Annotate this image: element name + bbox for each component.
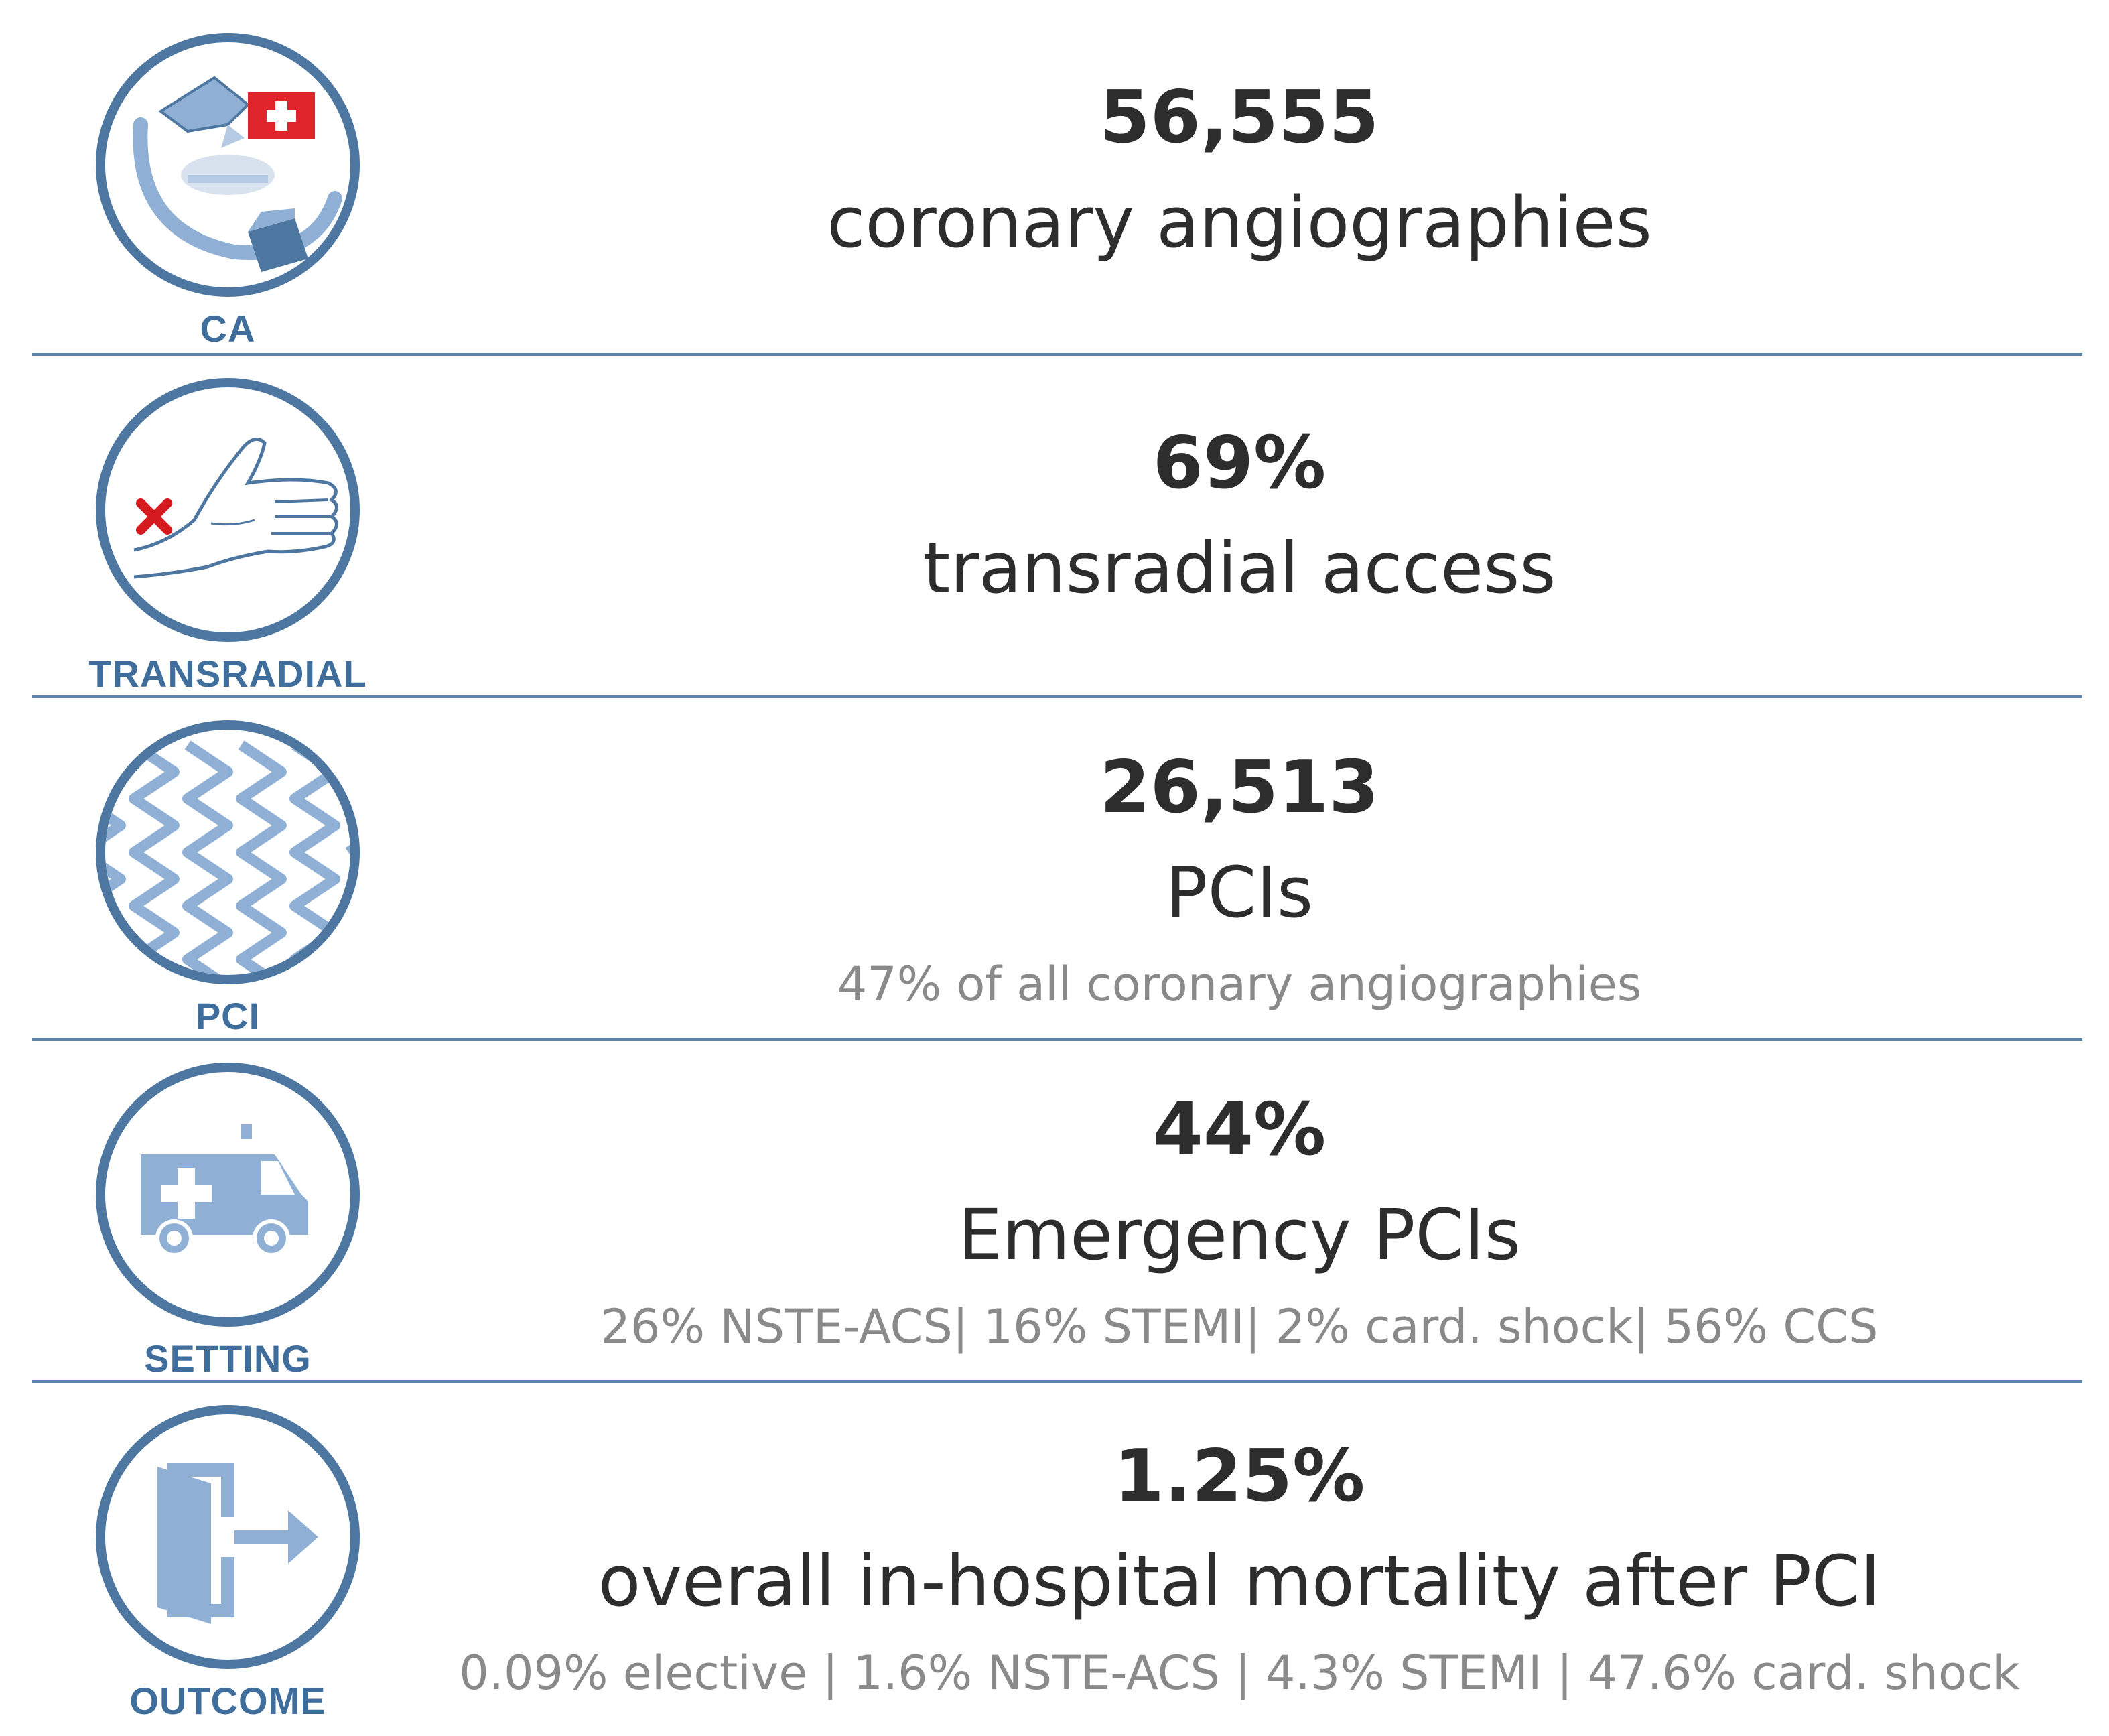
stat-value: 1.25% <box>1113 1434 1365 1518</box>
stat-value: 56,555 <box>1099 76 1379 159</box>
row-divider <box>32 353 2082 356</box>
icon-label-pci: PCI <box>195 995 261 1037</box>
icon-label-setting: SETTING <box>144 1337 312 1380</box>
row-divider <box>32 1380 2082 1383</box>
stat-row-outcome: OUTCOME 1.25% overall in-hospital mortal… <box>0 1383 2109 1736</box>
stat-text-pci: 26,513 PCIs 47% of all coronary angiogra… <box>415 752 2063 1008</box>
icon-label-outcome: OUTCOME <box>129 1680 326 1722</box>
exit-door-icon <box>94 1403 362 1671</box>
icon-label-transradial: TRANSRADIAL <box>88 653 367 695</box>
stat-text-outcome: 1.25% overall in-hospital mortality afte… <box>415 1434 2063 1700</box>
stat-row-transradial: TRANSRADIAL 69% transradial access <box>0 356 2109 697</box>
stat-row-pci: PCI 26,513 PCIs 47% of all coronary angi… <box>0 698 2109 1040</box>
wrist-access-icon <box>94 376 362 644</box>
stat-description: overall in-hospital mortality after PCI <box>598 1540 1881 1622</box>
stat-detail: 47% of all coronary angiographies <box>837 957 1642 1012</box>
stat-row-setting: SETTING 44% Emergency PCIs 26% NSTE-ACS|… <box>0 1041 2109 1382</box>
stat-text-transradial: 69% transradial access <box>415 421 2063 609</box>
row-divider <box>32 695 2082 698</box>
stat-row-ca: CA 56,555 coronary angiographies <box>0 0 2109 355</box>
stat-description: Emergency PCIs <box>958 1194 1521 1276</box>
ambulance-icon <box>94 1061 362 1329</box>
stat-detail: 0.09% elective | 1.6% NSTE-ACS | 4.3% ST… <box>459 1646 2020 1700</box>
stat-text-ca: 56,555 coronary angiographies <box>415 76 2063 263</box>
stat-description: transradial access <box>923 527 1556 609</box>
stat-value: 26,513 <box>1099 746 1379 829</box>
stat-value: 44% <box>1152 1088 1326 1172</box>
catheterization-lab-icon <box>94 31 362 299</box>
icon-label-ca: CA <box>200 308 256 350</box>
stent-icon <box>94 718 362 986</box>
stat-text-setting: 44% Emergency PCIs 26% NSTE-ACS| 16% STE… <box>415 1088 2063 1354</box>
stat-detail: 26% NSTE-ACS| 16% STEMI| 2% card. shock|… <box>600 1299 1879 1354</box>
stat-value: 69% <box>1152 421 1326 505</box>
stat-description: coronary angiographies <box>827 182 1652 263</box>
stat-description: PCIs <box>1165 852 1314 933</box>
row-divider <box>32 1038 2082 1041</box>
